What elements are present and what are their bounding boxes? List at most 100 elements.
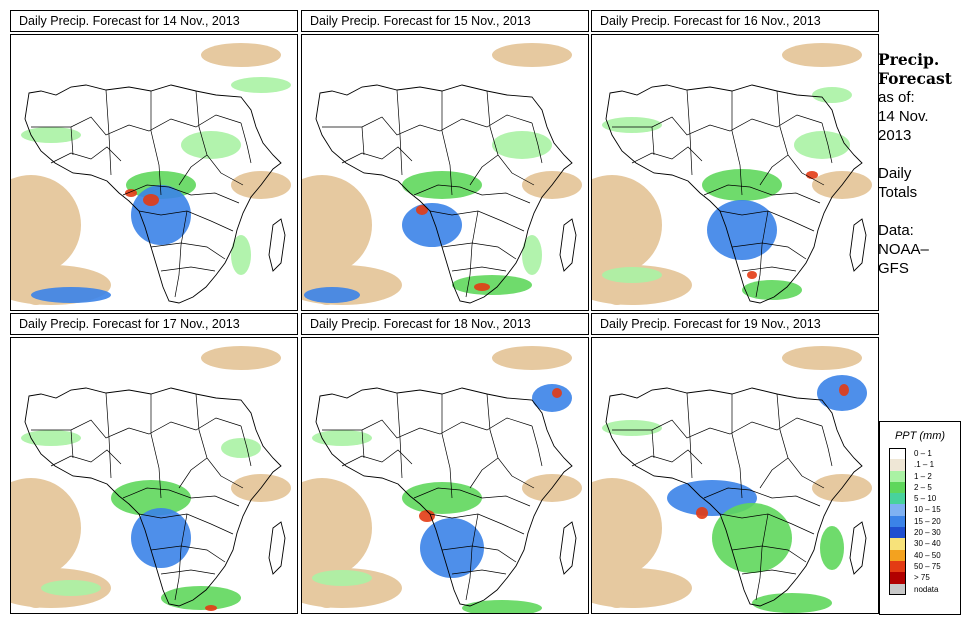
country-border [31,114,242,136]
country-border [322,114,533,136]
country-border [70,429,74,459]
asof-label: as of: [878,89,915,106]
legend-row: > 75 [880,572,960,584]
rain-area [402,203,462,247]
country-border [531,425,543,467]
country-border [686,392,693,479]
legend-row: .1 – 1 [880,459,960,471]
country-border [122,184,240,204]
country-border [31,417,242,439]
rain-area [696,507,708,519]
legend-swatch [889,470,906,482]
country-border [631,449,703,467]
rain-area [522,235,542,275]
low-precip-area [595,225,639,305]
low-precip-area [305,528,349,608]
rain-area [420,518,484,578]
coastline [315,84,573,304]
country-border [451,569,507,575]
rain-area [806,171,818,179]
low-precip-area [14,225,58,305]
rain-area [474,283,490,291]
country-border [150,394,162,499]
legend-swatch [889,583,906,595]
country-border [174,210,188,298]
country-border [105,89,112,176]
country-border [178,457,208,489]
rain-area [31,287,111,303]
low-precip-area [492,346,572,370]
legend-label: 15 – 20 [914,516,941,526]
legend-swatch [889,527,906,539]
rain-area [205,605,217,611]
low-precip-area [595,528,639,608]
panel-title: Daily Precip. Forecast for 18 Nov., 2013 [301,313,589,335]
data-source-line2: NOAA– [878,241,929,258]
country-border [441,91,453,196]
country-border [465,513,479,601]
precip-map [10,34,298,311]
country-border [821,425,833,467]
side-title-line2: Forecast [878,69,952,88]
rain-area [312,430,372,446]
country-border [150,91,162,196]
country-border [160,569,216,575]
country-border [703,184,821,204]
forecast-panel-nov-19: Daily Precip. Forecast for 19 Nov., 2013 [591,313,879,614]
rain-area [111,480,191,516]
rain-area [231,77,291,93]
country-border [322,417,533,439]
side-annotation: Precip. Forecast as of: 14 Nov. 2013 Dai… [878,50,963,278]
rain-area [839,384,849,396]
low-precip-area [201,346,281,370]
country-border [70,126,74,156]
low-precip-area [782,43,862,67]
country-border [821,122,833,164]
low-precip-area [305,225,349,305]
rain-area [221,438,261,458]
country-border [703,487,821,507]
country-border [50,449,122,467]
legend-swatch [889,515,906,528]
country-border [776,393,825,489]
country-border [441,242,517,260]
legend-label: .1 – 1 [914,460,935,470]
coastline [605,387,863,607]
country-border [741,569,797,575]
legend-label: 0 – 1 [914,449,932,458]
rain-area [21,430,81,446]
data-source-line3: GFS [878,260,909,277]
legend-row: 0 – 1 [880,448,960,460]
madagascar-outline [849,521,867,575]
country-border [651,429,655,459]
legend-label: 30 – 40 [914,539,941,549]
rain-area [747,271,757,279]
rain-area [602,267,662,283]
rain-area [181,131,241,159]
legend-label: 50 – 75 [914,561,941,571]
rain-area [702,169,782,201]
country-border [686,89,693,176]
low-precip-area [201,43,281,67]
country-border [150,545,226,563]
legend-swatch [889,538,906,550]
rain-area [143,194,159,206]
country-border [50,146,122,164]
precip-map [591,337,879,614]
legend-row: 30 – 40 [880,538,960,550]
madagascar-outline [268,521,286,575]
asof-date-line2: 2013 [878,127,912,144]
country-border [741,266,797,272]
country-border [731,242,807,260]
legend-swatch [889,572,906,584]
legend-label: > 75 [914,573,930,583]
rain-area [712,503,792,573]
precip-map [301,34,589,311]
country-border [486,393,535,489]
panel-title: Daily Precip. Forecast for 14 Nov., 2013 [10,10,298,32]
country-border [341,146,413,164]
legend-row: 20 – 30 [880,527,960,539]
low-precip-area [782,346,862,370]
legend-label: 5 – 10 [914,494,937,504]
